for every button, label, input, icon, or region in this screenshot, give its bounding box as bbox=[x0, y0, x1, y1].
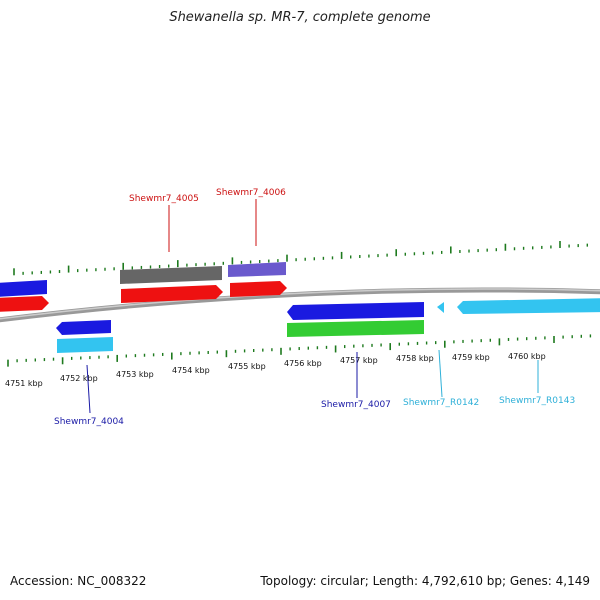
tick-label: 4758 kbp bbox=[396, 354, 434, 363]
tick-label: 4759 kbp bbox=[452, 353, 490, 362]
gene-label[interactable]: Shewmr7_R0143 bbox=[499, 396, 575, 406]
gene-label[interactable]: Shewmr7_4006 bbox=[216, 188, 286, 198]
forward-strand-genes bbox=[0, 262, 287, 312]
gene-arrow-cyan[interactable] bbox=[57, 337, 113, 353]
tick-label: 4752 kbp bbox=[60, 374, 98, 383]
reverse-strand-genes bbox=[56, 298, 600, 353]
gene-label[interactable]: Shewmr7_4005 bbox=[129, 194, 199, 204]
genome-summary-text: Topology: circular; Length: 4,792,610 bp… bbox=[260, 574, 590, 588]
gene-arrow-blue[interactable] bbox=[0, 280, 47, 297]
genome-backbone bbox=[0, 287, 600, 323]
tick-labels: 4751 kbp 4752 kbp 4753 kbp 4754 kbp 4755… bbox=[5, 352, 546, 388]
tick-label: 4760 kbp bbox=[508, 352, 546, 361]
gene-labels: Shewmr7_4005 Shewmr7_4006 Shewmr7_4004 S… bbox=[54, 188, 575, 427]
tick-label: 4754 kbp bbox=[172, 366, 210, 375]
tick-label: 4757 kbp bbox=[340, 356, 378, 365]
gene-label[interactable]: Shewmr7_R0142 bbox=[403, 398, 479, 408]
leader-line bbox=[86, 364, 91, 414]
gene-arrow-blue[interactable] bbox=[56, 320, 111, 335]
gene-arrow-purple[interactable] bbox=[228, 262, 286, 277]
gene-arrow-blue[interactable] bbox=[287, 302, 424, 320]
leader-line bbox=[438, 349, 443, 398]
tick-label: 4756 kbp bbox=[284, 359, 322, 368]
gene-arrow-cyan[interactable] bbox=[457, 298, 600, 314]
gene-arrow-red[interactable] bbox=[230, 281, 287, 297]
gene-arrow-cyan[interactable] bbox=[437, 302, 444, 313]
upper-tick-track bbox=[13, 241, 588, 276]
accession-text: Accession: NC_008322 bbox=[10, 574, 147, 588]
gene-label[interactable]: Shewmr7_4004 bbox=[54, 417, 124, 427]
gene-arrow-gray[interactable] bbox=[120, 266, 222, 284]
gene-arrow-red[interactable] bbox=[0, 296, 49, 312]
gene-arrow-red[interactable] bbox=[121, 285, 223, 303]
tick-label: 4753 kbp bbox=[116, 370, 154, 379]
tick-label: 4755 kbp bbox=[228, 362, 266, 371]
label-leaders bbox=[86, 199, 539, 414]
gene-label[interactable]: Shewmr7_4007 bbox=[321, 400, 391, 410]
gene-arrow-green[interactable] bbox=[287, 320, 424, 337]
tick-label: 4751 kbp bbox=[5, 379, 43, 388]
genome-title: Shewanella sp. MR-7, complete genome bbox=[169, 10, 431, 25]
lower-tick-track bbox=[7, 334, 592, 367]
